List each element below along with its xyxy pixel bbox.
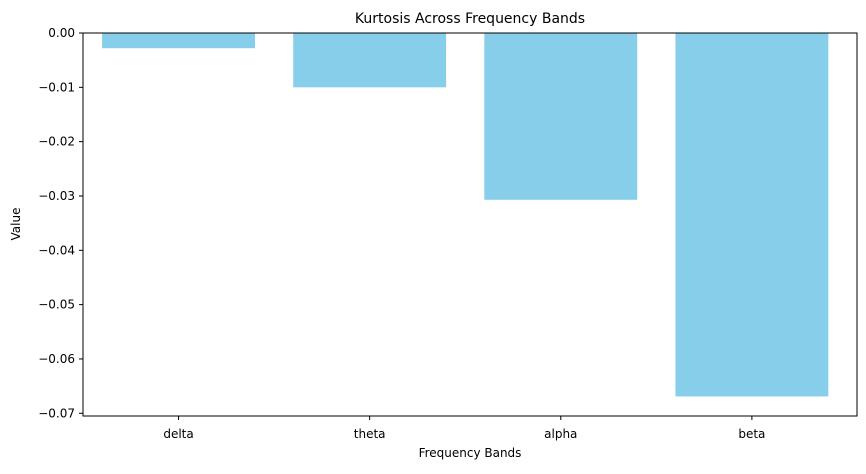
y-axis-ticks: 0.00 −0.01 −0.02 −0.03 −0.04 −0.05 −0.06 −0.07 (38, 26, 83, 420)
x-tick-label: alpha (544, 427, 577, 441)
y-tick-label: −0.05 (38, 298, 75, 312)
x-axis-ticks: delta theta alpha beta (163, 416, 765, 441)
bar-theta (293, 33, 447, 88)
y-tick-label: −0.06 (38, 352, 75, 366)
bars-layer (102, 33, 829, 397)
y-tick-label: −0.03 (38, 189, 75, 203)
y-tick-label: −0.02 (38, 135, 75, 149)
y-tick-label: −0.07 (38, 406, 75, 420)
x-tick-label: theta (354, 427, 386, 441)
bar-beta (675, 33, 829, 397)
x-axis-label: Frequency Bands (419, 446, 522, 460)
chart-title: Kurtosis Across Frequency Bands (355, 11, 585, 27)
y-axis-label: Value (9, 208, 23, 241)
plot-frame (82, 32, 858, 417)
bar-alpha (484, 33, 638, 200)
y-tick-label: −0.01 (38, 80, 75, 94)
x-tick-label: beta (738, 427, 765, 441)
y-tick-label: 0.00 (48, 26, 75, 40)
x-tick-label: delta (163, 427, 193, 441)
axes-layer (82, 32, 858, 417)
bar-delta (102, 33, 255, 49)
y-tick-label: −0.04 (38, 243, 75, 257)
